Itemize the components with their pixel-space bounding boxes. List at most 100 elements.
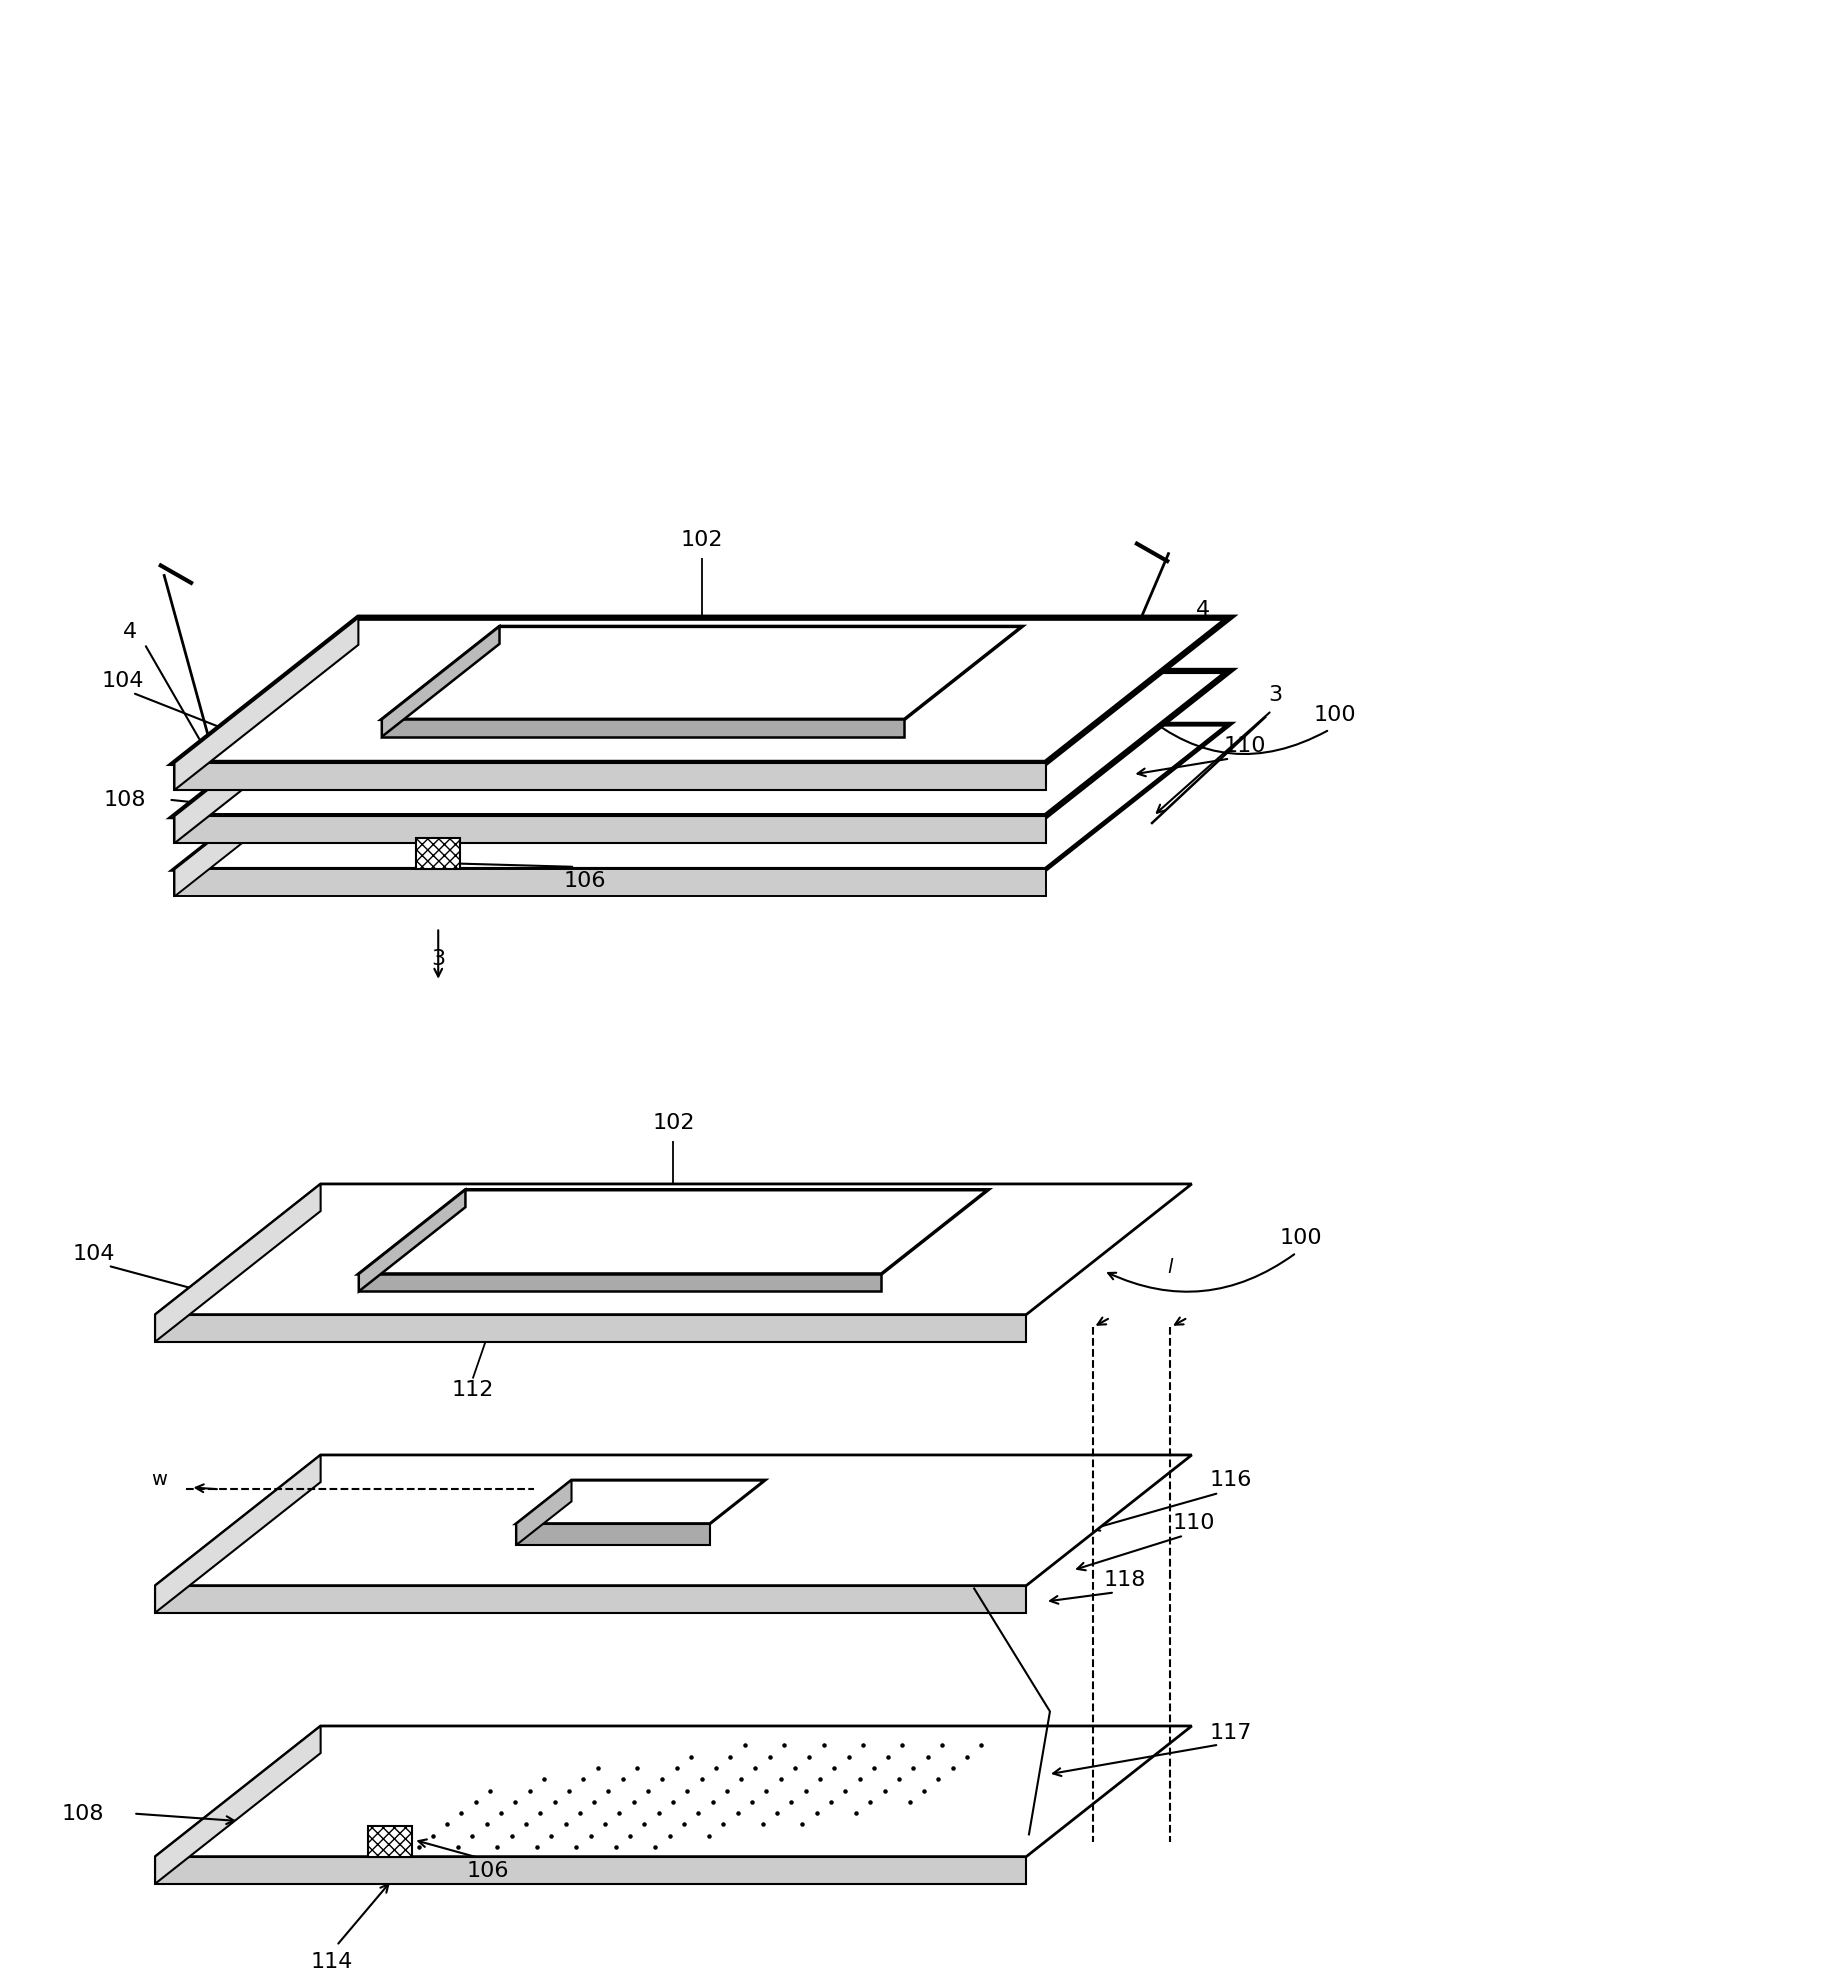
Point [913,1741,942,1772]
Point [712,1774,741,1806]
Text: 112: 112 [451,1380,495,1400]
Point [820,1752,849,1784]
Polygon shape [155,1183,1192,1315]
Polygon shape [175,725,1229,870]
Text: 102: 102 [681,530,723,549]
Polygon shape [155,1727,1192,1857]
Text: 108: 108 [104,790,146,809]
Polygon shape [517,1481,765,1524]
Point [471,1810,500,1841]
Point [765,1764,794,1796]
Point [860,1752,889,1784]
Point [842,1798,871,1829]
Point [486,1798,515,1829]
Point [749,1810,778,1841]
Polygon shape [517,1524,710,1546]
Text: 100: 100 [1280,1229,1322,1248]
Text: 3: 3 [431,949,446,969]
Point [418,1819,447,1851]
Point [763,1798,792,1829]
Point [845,1764,875,1796]
Point [475,1774,504,1806]
Point [953,1741,982,1772]
Point [444,1831,473,1863]
Text: 4: 4 [1196,601,1211,620]
Polygon shape [155,1183,321,1341]
Point [887,1729,917,1760]
Point [873,1741,902,1772]
Text: 110: 110 [1172,1512,1214,1534]
Point [645,1798,674,1829]
Text: 102: 102 [652,1112,694,1134]
Point [856,1786,886,1817]
Polygon shape [358,1274,882,1292]
Point [928,1729,957,1760]
Polygon shape [517,1481,572,1546]
Point [540,1786,570,1817]
Point [575,1819,604,1851]
Point [738,1786,767,1817]
Polygon shape [175,618,1229,762]
Point [568,1764,597,1796]
Text: l: l [1167,1258,1172,1276]
Point [670,1810,699,1841]
Text: 116: 116 [1209,1471,1253,1491]
Point [898,1752,928,1784]
Text: 106: 106 [466,1861,509,1880]
Point [939,1752,968,1784]
Polygon shape [358,1189,466,1292]
Point [787,1810,816,1841]
Point [831,1774,860,1806]
Point [769,1729,798,1760]
Point [608,1764,637,1796]
Point [601,1831,630,1863]
Polygon shape [369,1825,411,1857]
Point [776,1786,805,1817]
Polygon shape [155,1857,1026,1884]
Text: w: w [152,1471,166,1489]
Point [816,1786,845,1817]
Point [555,1774,584,1806]
Point [522,1831,551,1863]
Point [634,1774,663,1806]
Point [641,1831,670,1863]
Point [895,1786,924,1817]
Point [683,1798,712,1829]
Text: 117: 117 [1209,1723,1253,1743]
Point [687,1764,716,1796]
Text: 106: 106 [564,872,606,892]
Point [701,1752,730,1784]
Point [849,1729,878,1760]
Point [809,1729,838,1760]
Point [741,1752,771,1784]
Point [433,1810,462,1841]
Point [656,1819,685,1851]
Point [404,1831,433,1863]
Text: 114: 114 [310,1951,352,1969]
Polygon shape [175,870,1046,896]
Point [615,1819,645,1851]
Polygon shape [175,762,1046,790]
Point [716,1741,745,1772]
Text: 104: 104 [102,671,144,691]
Polygon shape [155,1455,321,1613]
Point [676,1741,705,1772]
Point [500,1786,530,1817]
Point [694,1819,723,1851]
Point [579,1786,608,1817]
Point [458,1819,488,1851]
Polygon shape [416,839,460,870]
Point [593,1774,623,1806]
Point [562,1831,592,1863]
Point [447,1798,477,1829]
Text: 104: 104 [73,1244,115,1264]
Polygon shape [155,1585,1026,1613]
Point [526,1798,555,1829]
Point [884,1764,913,1796]
Point [582,1752,612,1784]
Polygon shape [175,671,358,843]
Point [648,1764,677,1796]
Point [661,1752,690,1784]
Point [482,1831,511,1863]
Text: 108: 108 [62,1804,104,1823]
